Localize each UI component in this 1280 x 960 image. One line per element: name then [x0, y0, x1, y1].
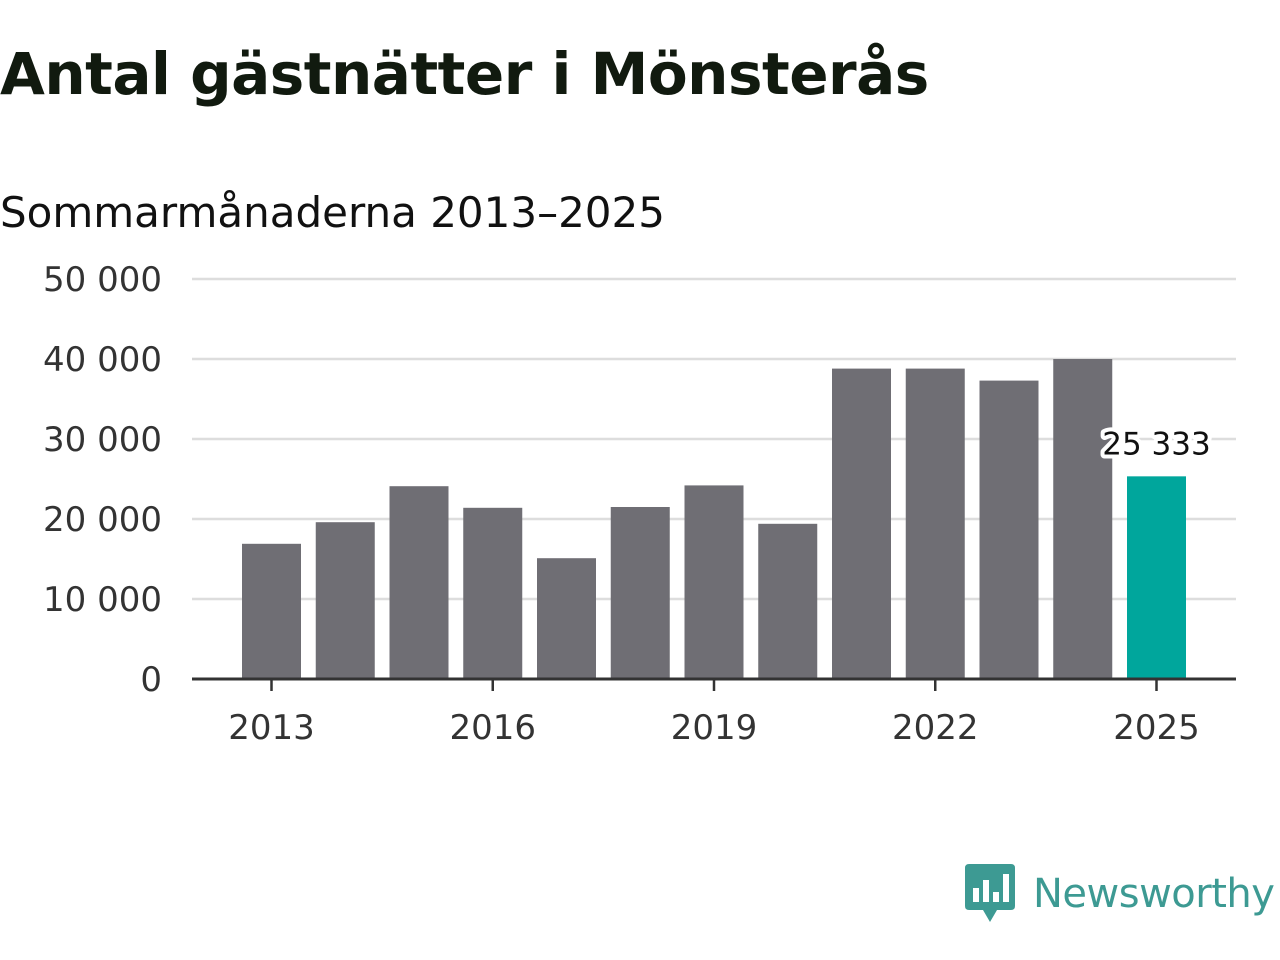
data-label: 25 333 [1102, 426, 1210, 462]
bar-2022 [905, 368, 965, 679]
newsworthy-logo: Newsworthy [963, 862, 1275, 926]
brand-name: Newsworthy [1033, 871, 1275, 917]
y-tick-label: 40 000 [43, 340, 162, 380]
bar-chart: 0 10 000 20 000 30 000 40 000 50 000 2013 2016 2… [43, 260, 1236, 748]
x-tick-label: 2022 [892, 708, 979, 748]
x-tick-label: 2019 [671, 708, 758, 748]
bar-2015 [389, 486, 449, 679]
chart-title: Antal gästnätter i Mönsterås [0, 40, 929, 108]
newsworthy-logo-icon [965, 864, 1015, 922]
y-tick-label: 20 000 [43, 500, 162, 540]
x-tick-label: 2013 [228, 708, 315, 748]
x-tick-label: 2016 [449, 708, 536, 748]
data-label-halo: 25 333 [1102, 426, 1210, 462]
y-tick-label: 30 000 [43, 420, 162, 460]
bar-2018 [610, 507, 670, 679]
chart-subtitle: Sommarmånaderna 2013–2025 [0, 188, 665, 237]
x-tick-label: 2025 [1113, 708, 1200, 748]
bar-2016 [463, 507, 523, 679]
bar-2014 [315, 522, 375, 679]
bar-2023 [979, 380, 1039, 679]
y-tick-label: 0 [140, 660, 162, 700]
bar-2013 [242, 543, 301, 679]
y-tick-label: 10 000 [43, 580, 162, 620]
bar-2024 [1053, 359, 1113, 679]
bar-2025 [1127, 476, 1186, 679]
bar-2020 [758, 523, 818, 679]
y-tick-label: 50 000 [43, 260, 162, 300]
bar-2021 [832, 368, 891, 679]
bar-2017 [537, 558, 596, 679]
bar-2019 [684, 485, 744, 679]
